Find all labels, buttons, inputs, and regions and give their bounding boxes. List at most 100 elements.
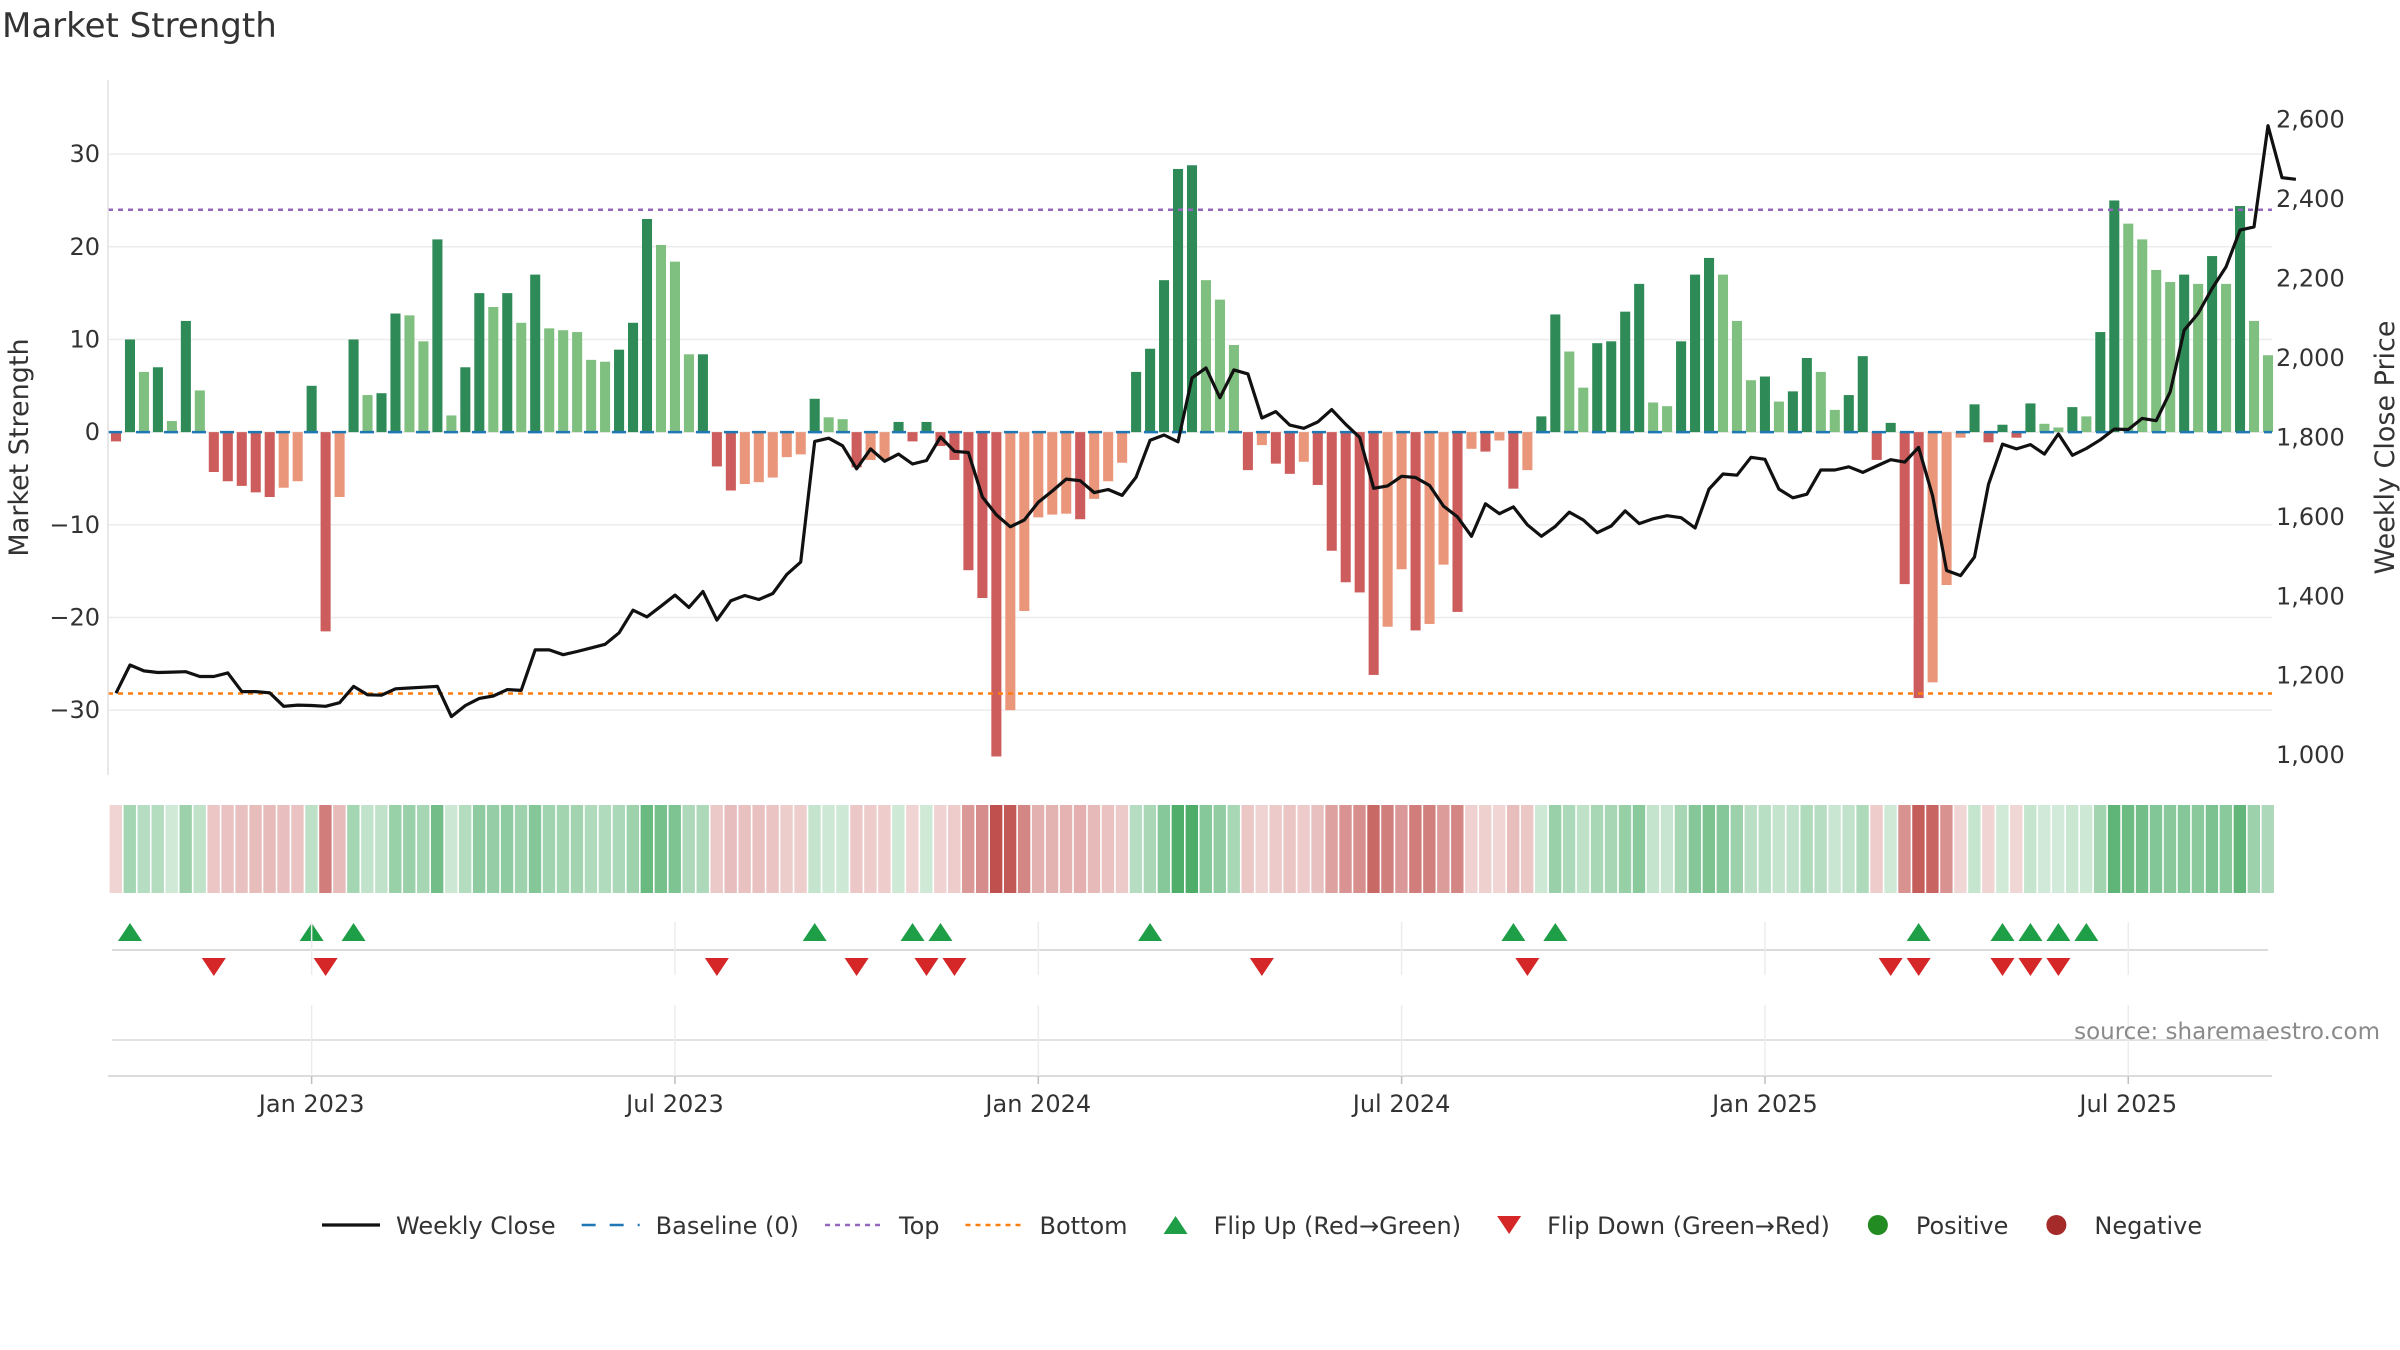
flip-down-marker <box>704 958 729 976</box>
strength-bar <box>1759 376 1770 433</box>
heat-cell <box>1786 805 1799 893</box>
legend-label: Bottom <box>1040 1212 1128 1240</box>
flip-down-marker <box>914 958 939 976</box>
heat-cell <box>1702 805 1716 893</box>
strength-bar <box>977 432 988 599</box>
heat-cell <box>584 805 598 893</box>
strength-bar <box>1969 404 1980 433</box>
strength-bar <box>1452 432 1463 612</box>
strength-bar <box>711 432 722 467</box>
strength-bar <box>488 307 499 433</box>
heat-cell <box>598 805 612 893</box>
heat-cell <box>291 805 304 893</box>
strength-bar <box>180 320 191 433</box>
strength-bar <box>2039 423 2050 433</box>
source-note: source: sharemaestro.com <box>2074 1019 2380 1045</box>
flip-down-marker <box>1878 958 1903 976</box>
heat-cell <box>472 805 486 893</box>
strength-bar <box>1899 432 1910 585</box>
strength-bar <box>2221 283 2232 433</box>
legend-label: Flip Up (Red→Green) <box>1214 1212 1462 1240</box>
strength-bar <box>614 349 625 433</box>
strength-bar <box>753 432 764 483</box>
strength-bar <box>1662 406 1673 433</box>
y-axis-title-right: Weekly Close Price <box>2370 320 2400 574</box>
x-tick-label: Jan 2025 <box>1710 1090 1818 1118</box>
strength-bar <box>110 432 122 442</box>
strength-bar <box>124 339 136 433</box>
heat-cell <box>989 805 1003 893</box>
strength-bar <box>1634 283 1645 433</box>
heat-cell <box>2024 805 2037 893</box>
strength-bar <box>2123 223 2134 433</box>
legend-item: Bottom <box>965 1212 1128 1240</box>
strength-bar <box>1326 432 1337 551</box>
strength-bar <box>1005 432 1016 711</box>
heat-cell <box>375 805 388 893</box>
heat-cell <box>1940 805 1953 893</box>
heat-cell <box>1898 805 1911 893</box>
heat-cell <box>654 805 667 893</box>
x-tick-label: Jul 2024 <box>1351 1090 1451 1118</box>
heat-cell <box>500 805 514 893</box>
strength-bar <box>2137 239 2148 433</box>
heat-cell <box>1674 805 1688 893</box>
heat-cell <box>1353 805 1366 893</box>
heat-cell <box>1059 805 1073 893</box>
strength-bar <box>2179 274 2190 433</box>
heat-cell <box>920 805 933 893</box>
heat-cell <box>1562 805 1576 893</box>
heat-cell <box>542 805 556 893</box>
flip-down-marker <box>1990 958 2015 976</box>
strength-bar <box>1256 432 1267 446</box>
heat-cell <box>1632 805 1646 893</box>
strength-bar <box>1871 432 1882 460</box>
heat-cell <box>1409 805 1422 893</box>
flip-down-marker <box>1249 958 1274 976</box>
y-tick-right: 2,400 <box>2276 185 2345 213</box>
strength-bar <box>2109 200 2120 433</box>
y-tick-left: −30 <box>49 696 100 724</box>
heat-cell <box>1730 805 1743 893</box>
strength-bar <box>474 293 485 433</box>
heat-cell <box>1758 805 1771 893</box>
heat-cell <box>2191 805 2205 893</box>
heat-cell <box>1744 805 1757 893</box>
strength-bar <box>194 390 205 433</box>
strength-bar <box>1172 168 1184 433</box>
strength-bar <box>1145 348 1156 433</box>
y-tick-left: −10 <box>49 511 100 539</box>
heat-cell <box>1171 805 1185 893</box>
strength-bar <box>1997 424 2008 433</box>
x-axis: Jan 2023 Jul 2023 Jan 2024 Jul 2024 Jan 2025… <box>108 922 2272 1118</box>
legend-label: Baseline (0) <box>656 1212 799 1240</box>
strength-bar <box>781 432 792 458</box>
strength-bar <box>1117 432 1128 463</box>
flip-up-marker <box>802 923 827 941</box>
heat-cell <box>1045 805 1059 893</box>
heat-cell <box>1451 805 1464 893</box>
heat-cell <box>1297 805 1310 893</box>
heat-cell <box>1381 805 1394 893</box>
heat-cell <box>1073 805 1087 893</box>
strength-bar <box>1592 343 1603 433</box>
heat-cell <box>2107 805 2121 893</box>
heat-cell <box>1968 805 1981 893</box>
strength-bar <box>1200 280 1212 433</box>
heat-cell <box>2065 805 2079 893</box>
strength-bar <box>1382 432 1393 627</box>
strength-bar <box>1843 395 1854 433</box>
heat-cell <box>123 805 136 893</box>
legend-swatch-circle <box>1867 1215 1888 1235</box>
strength-bar <box>809 398 820 433</box>
heat-cell <box>2261 805 2274 893</box>
heat-cell <box>878 805 891 893</box>
heat-cell <box>1283 805 1296 893</box>
strength-bar <box>641 219 653 433</box>
strength-bar <box>1829 409 1840 433</box>
weekly-close-line-path <box>114 124 2297 719</box>
heat-cell <box>2149 805 2163 893</box>
strength-bar <box>348 339 359 433</box>
legend-swatch-triangle-down <box>1497 1216 1522 1234</box>
strength-bar <box>502 293 513 433</box>
